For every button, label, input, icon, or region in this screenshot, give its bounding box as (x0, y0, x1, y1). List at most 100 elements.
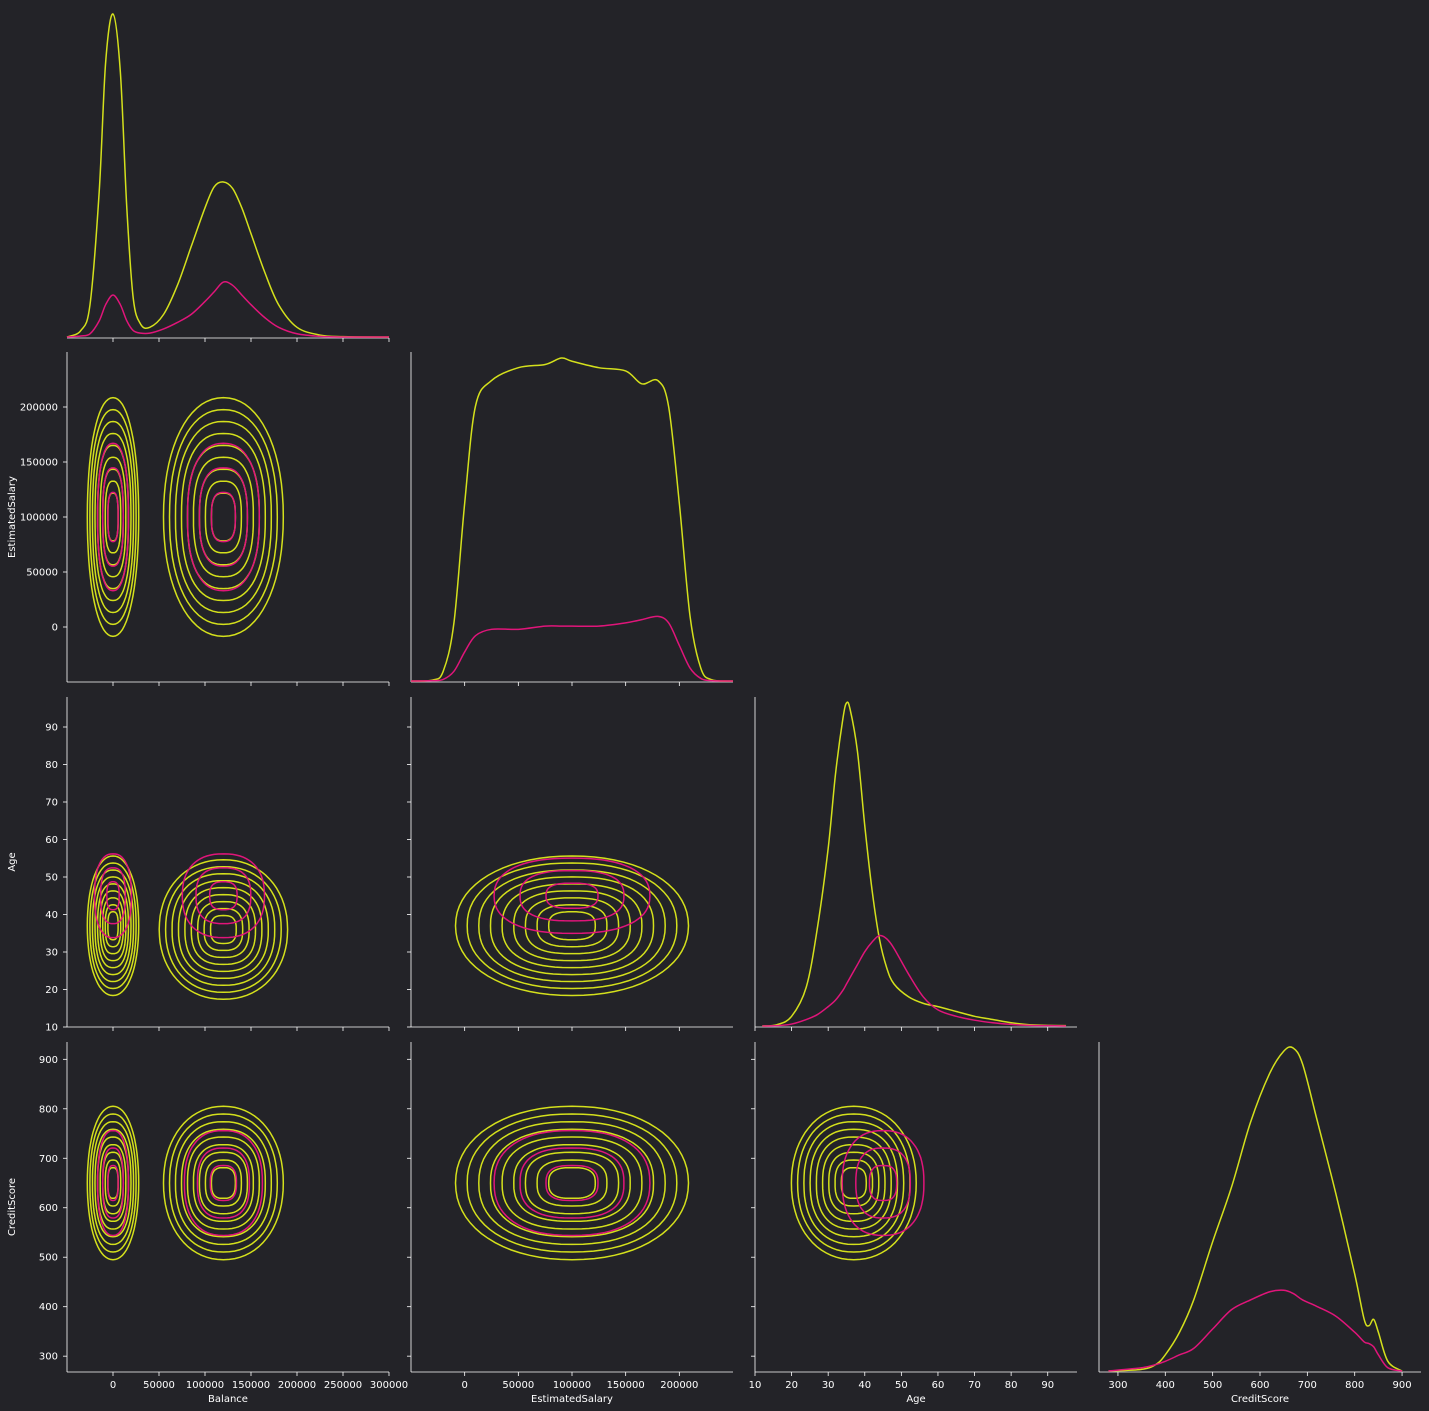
contour-group (790, 1105, 925, 1261)
kde-contour-series0 (501, 883, 643, 969)
kde-contour-series1 (493, 857, 651, 935)
contour-group (86, 853, 289, 1001)
x-tick-label: 50 (895, 1380, 908, 1391)
kde-contour-series0 (104, 480, 122, 554)
kde-contour-series0 (89, 1113, 137, 1253)
panel-CreditScore-vs-CreditScore: 300 400 500 600 700 800 900 CreditScore (1098, 1042, 1421, 1405)
kde-curve-series1 (410, 615, 734, 682)
kde-contour-series0 (536, 904, 608, 948)
kde-contour-series0 (91, 1120, 135, 1246)
y-axis-label: Age (7, 852, 18, 871)
kde-contour-series0 (91, 869, 135, 983)
kde-contour-series1 (519, 1147, 625, 1219)
kde-contour-series0 (190, 893, 257, 966)
kde-contour-series0 (203, 907, 244, 952)
y-tick-label: 0 (52, 623, 58, 634)
kde-contour-series0 (834, 1159, 874, 1207)
kde-contour-series1 (101, 1147, 125, 1219)
contour-group (86, 396, 285, 638)
kde-curve-series0 (1108, 1046, 1403, 1372)
x-axis-label: CreditScore (1231, 1394, 1289, 1405)
panel-EstimatedSalary-vs-EstimatedSalary (410, 352, 734, 686)
x-tick-label: 60 (932, 1380, 945, 1391)
kde-contour-series0 (478, 1120, 666, 1246)
kde-contour-series0 (501, 1136, 643, 1230)
x-tick-label: 40 (858, 1380, 871, 1391)
y-tick-label: 20 (45, 985, 58, 996)
kde-contour-series1 (96, 1129, 130, 1237)
kde-contour-series1 (101, 467, 125, 567)
kde-contour-series0 (171, 872, 276, 987)
y-axis-label: EstimatedSalary (7, 476, 18, 558)
kde-contour-series0 (821, 1143, 886, 1223)
kde-contour-series0 (210, 492, 237, 542)
kde-contour-series0 (180, 1128, 267, 1238)
kde-contour-series1 (93, 853, 133, 939)
kde-contour-series0 (99, 1143, 127, 1223)
kde-contour-series0 (168, 1113, 279, 1253)
y-tick-label: 50000 (26, 568, 58, 579)
kde-curve-series1 (1108, 1289, 1403, 1372)
kde-contour-series0 (513, 890, 631, 962)
x-tick-label: 700 (1298, 1380, 1317, 1391)
kde-curve-series0 (762, 701, 1067, 1027)
kde-contour-series1 (196, 1147, 251, 1219)
y-tick-label: 300 (39, 1352, 58, 1363)
kde-contour-series1 (545, 882, 599, 910)
kde-contour-series0 (803, 1120, 905, 1246)
kde-contour-series1 (209, 1164, 238, 1202)
kde-contour-series0 (104, 1159, 122, 1207)
y-tick-label: 500 (39, 1253, 58, 1264)
kde-contour-series0 (209, 914, 237, 945)
y-tick-label: 700 (39, 1154, 58, 1165)
kde-contour-series0 (524, 897, 620, 955)
kde-contour-series0 (89, 862, 137, 990)
kde-contour-series0 (184, 886, 263, 973)
kde-contour-series0 (790, 1105, 917, 1261)
panel-EstimatedSalary-vs-Age (407, 697, 733, 1031)
kde-contour-series1 (107, 491, 119, 543)
x-tick-label: 20 (785, 1380, 798, 1391)
panel-EstimatedSalary-vs-CreditScore: 0 50000 100000 150000 200000 EstimatedSalary (407, 1042, 733, 1405)
kde-contour-series1 (493, 1129, 651, 1237)
x-axis-label: Balance (208, 1394, 248, 1405)
kde-contour-series0 (796, 1113, 911, 1253)
x-axis-label: Age (906, 1394, 925, 1405)
kde-contour-series1 (868, 1164, 898, 1202)
x-axis-label: EstimatedSalary (531, 1394, 613, 1405)
x-tick-label: 10 (749, 1380, 762, 1391)
x-tick-label: 150000 (607, 1380, 645, 1391)
y-tick-label: 80 (45, 760, 58, 771)
y-tick-label: 60 (45, 835, 58, 846)
kde-contour-series0 (99, 890, 127, 962)
kde-contour-series0 (204, 480, 243, 554)
kde-contour-series0 (466, 1113, 678, 1253)
y-tick-label: 200000 (20, 403, 58, 414)
y-tick-label: 800 (39, 1104, 58, 1115)
x-tick-label: 50000 (143, 1380, 175, 1391)
kde-contour-series0 (840, 1166, 868, 1200)
kde-contour-series1 (186, 442, 261, 592)
kde-contour-series0 (454, 855, 690, 997)
x-tick-label: 90 (1041, 1380, 1054, 1391)
kde-contour-series0 (162, 396, 285, 638)
kde-contour-series0 (489, 876, 655, 976)
kde-contour-series0 (162, 1105, 285, 1261)
kde-contour-series0 (815, 1136, 892, 1230)
kde-contour-series1 (96, 442, 130, 592)
y-tick-label: 50 (45, 873, 58, 884)
y-tick-label: 600 (39, 1203, 58, 1214)
kde-contour-series0 (86, 1105, 140, 1261)
kde-contour-series0 (489, 1128, 655, 1238)
x-tick-label: 80 (1005, 1380, 1018, 1391)
x-tick-label: 200000 (660, 1380, 698, 1391)
panel-Balance-vs-EstimatedSalary: 0 50000 100000 150000 200000 EstimatedSalary (7, 352, 390, 686)
kde-contour-series1 (183, 1129, 264, 1237)
kde-contour-series0 (94, 432, 132, 602)
panel-Age-vs-CreditScore: 10 20 30 40 50 60 70 80 90 Age (749, 1042, 1077, 1405)
x-tick-label: 100000 (186, 1380, 224, 1391)
kde-contour-series0 (210, 1166, 237, 1200)
panel-Age-vs-Age (754, 697, 1077, 1031)
y-tick-label: 100000 (20, 513, 58, 524)
kde-contour-series0 (547, 911, 597, 941)
